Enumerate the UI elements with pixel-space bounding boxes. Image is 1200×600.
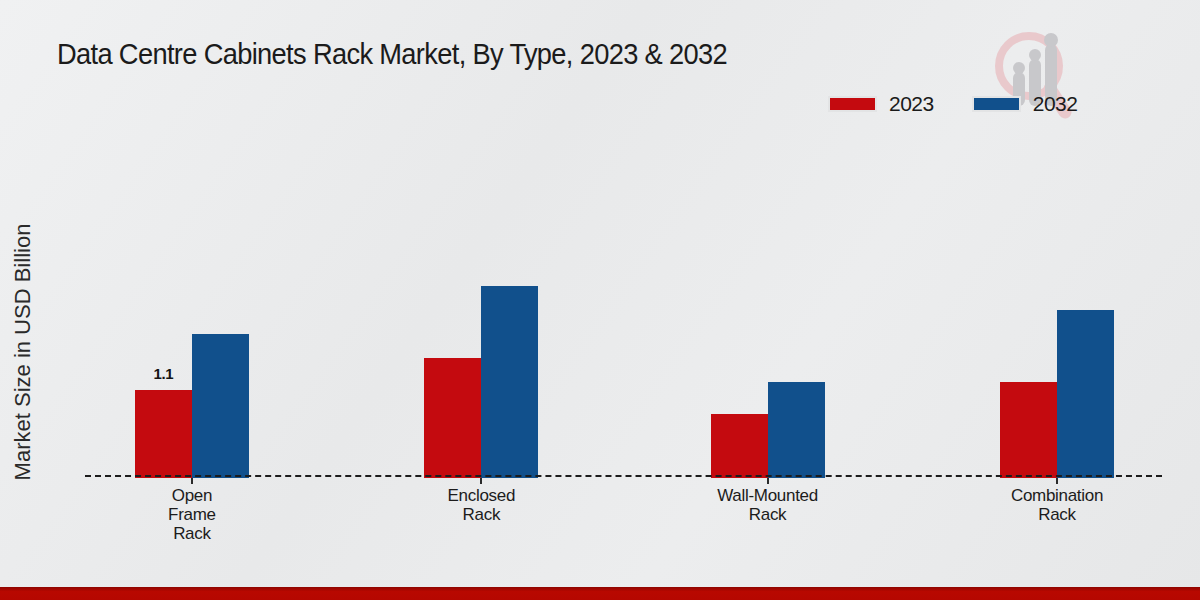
axis-tick-enclosed-rack xyxy=(480,478,482,484)
bar-2023-open-frame-rack: 1.1 xyxy=(135,390,192,478)
bar-2023-combination-rack xyxy=(1000,382,1057,478)
footer-accent-strip xyxy=(0,587,1200,600)
bar-group-enclosed-rack xyxy=(424,286,538,478)
data-label-2023-open-frame-rack: 1.1 xyxy=(135,365,192,382)
bar-group-wall-mounted-rack xyxy=(711,382,825,478)
bar-2032-wall-mounted-rack xyxy=(768,382,825,478)
legend-swatch-2023 xyxy=(828,96,877,112)
bar-group-open-frame-rack: 1.1 xyxy=(135,334,249,478)
bar-group-combination-rack xyxy=(1000,310,1114,478)
legend-swatch-2032 xyxy=(972,96,1021,112)
category-label-open-frame-rack: OpenFrameRack xyxy=(168,486,216,543)
legend-label-2032: 2032 xyxy=(1033,92,1078,116)
bar-2032-open-frame-rack xyxy=(192,334,249,478)
legend: 2023 2032 xyxy=(828,92,1077,116)
bar-2032-combination-rack xyxy=(1057,310,1114,478)
bar-2023-wall-mounted-rack xyxy=(711,414,768,478)
category-label-combination-rack: CombinationRack xyxy=(1011,486,1103,524)
x-axis-labels: OpenFrameRack EnclosedRack Wall-MountedRac… xyxy=(85,477,1165,557)
axis-tick-open-frame-rack xyxy=(191,478,193,484)
bar-2032-enclosed-rack xyxy=(481,286,538,478)
y-axis-label: Market Size in USD Billion xyxy=(10,192,36,512)
chart-canvas: Data Centre Cabinets Rack Market, By Typ… xyxy=(0,0,1200,600)
axis-tick-wall-mounted-rack xyxy=(767,478,769,484)
legend-label-2023: 2023 xyxy=(889,92,934,116)
legend-item-2023: 2023 xyxy=(828,92,934,116)
category-label-wall-mounted-rack: Wall-MountedRack xyxy=(717,486,818,524)
plot-area: 1.1 xyxy=(85,0,1165,478)
axis-tick-combination-rack xyxy=(1056,478,1058,484)
category-label-enclosed-rack: EnclosedRack xyxy=(448,486,516,524)
legend-item-2032: 2032 xyxy=(972,92,1078,116)
bar-2023-enclosed-rack xyxy=(424,358,481,478)
